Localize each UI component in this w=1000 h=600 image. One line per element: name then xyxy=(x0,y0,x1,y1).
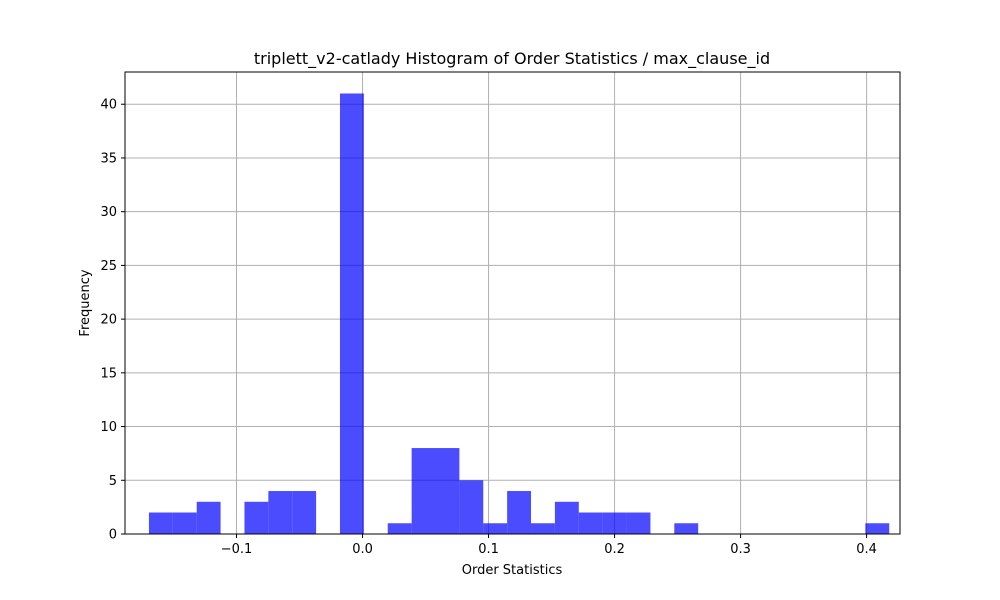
x-tick-label: 0.1 xyxy=(478,542,499,557)
x-tick-label: 0.2 xyxy=(604,542,625,557)
histogram-bars xyxy=(148,93,890,534)
histogram-bar xyxy=(339,93,364,534)
histogram-bar xyxy=(196,501,221,534)
grid-lines xyxy=(125,72,900,535)
histogram-bar xyxy=(507,491,532,534)
histogram-bar xyxy=(531,523,555,534)
y-tick-label: 10 xyxy=(100,420,117,435)
histogram-bar xyxy=(626,512,651,534)
x-axis-ticks: −0.1 0.0 0.1 0.2 0.3 0.4 xyxy=(221,534,877,557)
x-tick-label: 0.4 xyxy=(856,542,877,557)
plot-frame xyxy=(124,71,901,535)
histogram-bar xyxy=(411,448,436,534)
histogram-bar xyxy=(387,523,412,534)
y-tick-label: 35 xyxy=(100,151,117,166)
histogram-bar xyxy=(435,448,460,534)
chart-title: triplett_v2-catlady Histogram of Order S… xyxy=(254,49,770,69)
y-tick-label: 30 xyxy=(100,205,117,220)
histogram-bar xyxy=(483,523,508,534)
y-tick-label: 5 xyxy=(109,474,117,489)
y-axis-ticks: 0 5 10 15 20 25 30 35 40 xyxy=(100,98,125,543)
x-tick-label: 0.0 xyxy=(352,542,373,557)
x-tick-label: −0.1 xyxy=(221,542,253,557)
histogram-bar xyxy=(865,523,890,534)
y-tick-label: 25 xyxy=(100,259,117,274)
y-tick-label: 0 xyxy=(109,528,117,543)
histogram-bar xyxy=(268,491,293,534)
y-tick-label: 40 xyxy=(100,98,117,113)
x-axis-label: Order Statistics xyxy=(462,563,563,578)
y-axis-label: Frequency xyxy=(78,269,93,336)
y-tick-label: 20 xyxy=(100,313,117,328)
histogram-bar xyxy=(554,501,579,534)
histogram-bar xyxy=(244,501,269,534)
histogram-bar xyxy=(172,512,197,534)
histogram-bar xyxy=(578,512,603,534)
histogram-bar xyxy=(459,480,484,534)
histogram-bar xyxy=(292,491,317,534)
y-tick-label: 15 xyxy=(100,366,117,381)
histogram-bar xyxy=(674,523,699,534)
histogram-bar xyxy=(148,512,173,534)
x-tick-label: 0.3 xyxy=(730,542,751,557)
histogram-bar xyxy=(602,512,627,534)
